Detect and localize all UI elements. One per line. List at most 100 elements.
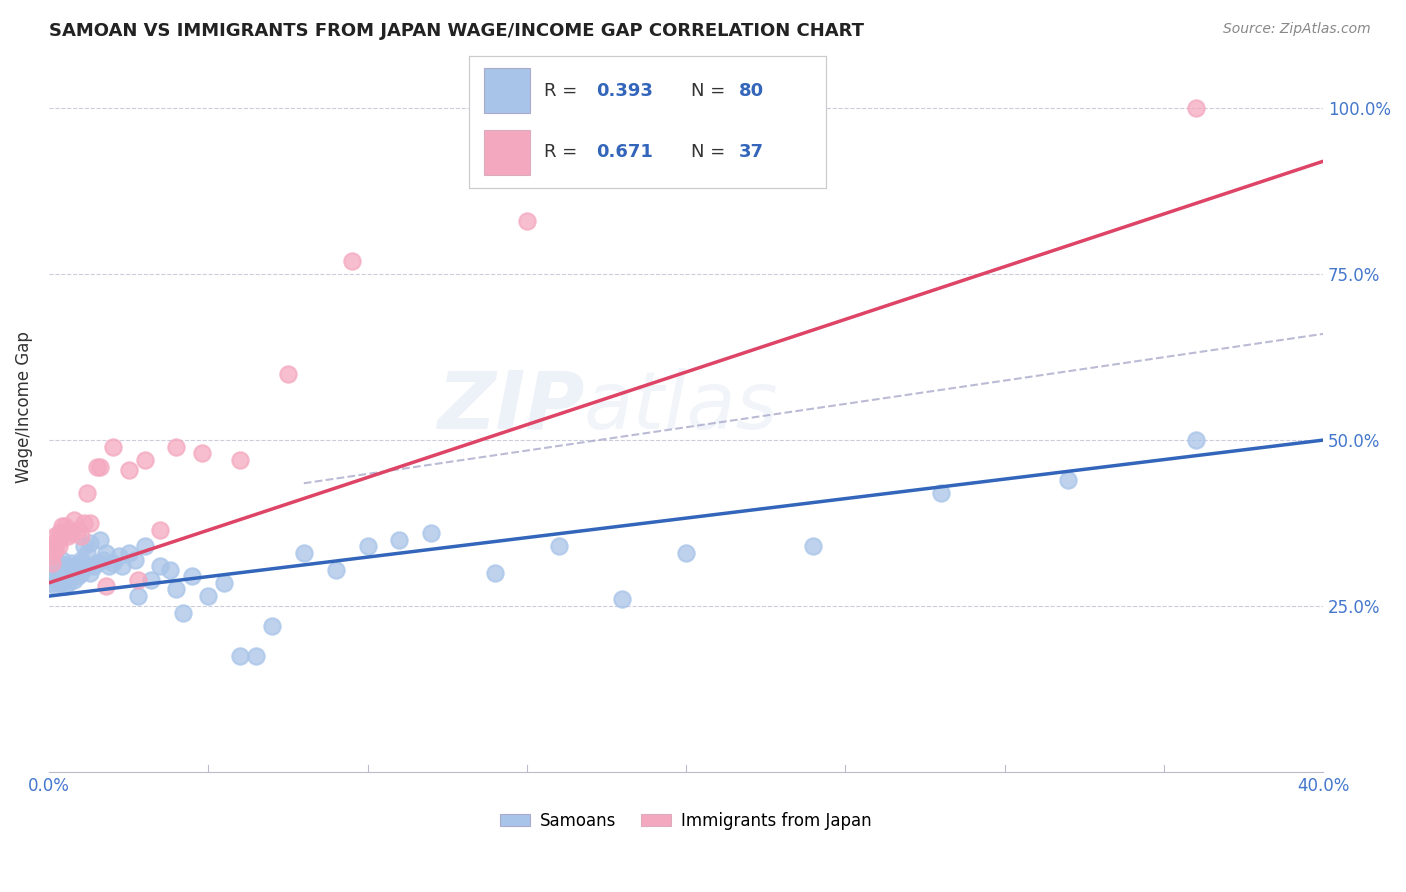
Point xyxy=(124,552,146,566)
Point xyxy=(229,453,252,467)
Point xyxy=(139,573,162,587)
Point xyxy=(56,523,79,537)
Point xyxy=(48,559,70,574)
Text: ZIP: ZIP xyxy=(437,368,583,446)
Point xyxy=(48,556,70,570)
Point xyxy=(86,459,108,474)
Point xyxy=(41,559,63,574)
Point xyxy=(48,539,70,553)
Point xyxy=(340,253,363,268)
Point xyxy=(51,573,73,587)
Point xyxy=(111,559,134,574)
Point xyxy=(149,559,172,574)
Legend: Samoans, Immigrants from Japan: Samoans, Immigrants from Japan xyxy=(494,805,879,837)
Point xyxy=(127,573,149,587)
Text: SAMOAN VS IMMIGRANTS FROM JAPAN WAGE/INCOME GAP CORRELATION CHART: SAMOAN VS IMMIGRANTS FROM JAPAN WAGE/INC… xyxy=(49,22,865,40)
Y-axis label: Wage/Income Gap: Wage/Income Gap xyxy=(15,331,32,483)
Point xyxy=(73,559,96,574)
Point xyxy=(51,526,73,541)
Point xyxy=(79,536,101,550)
Point xyxy=(66,523,89,537)
Point xyxy=(547,539,569,553)
Point xyxy=(51,566,73,580)
Point xyxy=(69,552,91,566)
Point xyxy=(53,526,76,541)
Point xyxy=(108,549,131,564)
Point xyxy=(149,523,172,537)
Point xyxy=(41,556,63,570)
Point xyxy=(53,519,76,533)
Point xyxy=(53,566,76,580)
Point xyxy=(48,573,70,587)
Point xyxy=(76,559,98,574)
Point xyxy=(127,589,149,603)
Point xyxy=(117,463,139,477)
Point xyxy=(44,579,66,593)
Point xyxy=(73,539,96,553)
Point xyxy=(56,575,79,590)
Point xyxy=(117,546,139,560)
Point xyxy=(44,573,66,587)
Point xyxy=(96,546,118,560)
Point xyxy=(66,563,89,577)
Text: atlas: atlas xyxy=(583,368,779,446)
Point xyxy=(63,513,86,527)
Point xyxy=(60,569,83,583)
Point xyxy=(63,573,86,587)
Point xyxy=(51,552,73,566)
Point xyxy=(79,516,101,530)
Point xyxy=(44,559,66,574)
Point xyxy=(89,533,111,547)
Point xyxy=(83,559,105,574)
Point xyxy=(60,563,83,577)
Point xyxy=(101,556,124,570)
Point xyxy=(325,563,347,577)
Point xyxy=(41,569,63,583)
Point xyxy=(1184,101,1206,115)
Point xyxy=(66,569,89,583)
Point xyxy=(134,453,156,467)
Point xyxy=(44,542,66,557)
Point xyxy=(612,592,634,607)
Point xyxy=(41,549,63,564)
Point xyxy=(803,539,825,553)
Point xyxy=(356,539,378,553)
Point xyxy=(675,546,697,560)
Point xyxy=(245,648,267,663)
Point xyxy=(44,569,66,583)
Point xyxy=(41,566,63,580)
Point xyxy=(89,459,111,474)
Point xyxy=(260,619,283,633)
Point xyxy=(53,569,76,583)
Point xyxy=(53,579,76,593)
Point xyxy=(48,575,70,590)
Point xyxy=(420,526,443,541)
Point xyxy=(165,440,187,454)
Point xyxy=(929,486,952,500)
Point xyxy=(197,589,219,603)
Point xyxy=(44,563,66,577)
Point xyxy=(56,563,79,577)
Point xyxy=(134,539,156,553)
Point xyxy=(98,559,121,574)
Point xyxy=(388,533,411,547)
Point xyxy=(229,648,252,663)
Point xyxy=(60,526,83,541)
Point xyxy=(79,566,101,580)
Point xyxy=(53,559,76,574)
Point xyxy=(69,556,91,570)
Point xyxy=(277,367,299,381)
Point xyxy=(165,582,187,597)
Point xyxy=(76,486,98,500)
Point xyxy=(69,529,91,543)
Point xyxy=(48,533,70,547)
Point xyxy=(212,575,235,590)
Point xyxy=(73,516,96,530)
Point xyxy=(1184,433,1206,447)
Point xyxy=(172,606,194,620)
Point xyxy=(41,542,63,557)
Point xyxy=(86,556,108,570)
Point xyxy=(48,566,70,580)
Point xyxy=(60,556,83,570)
Point xyxy=(191,446,214,460)
